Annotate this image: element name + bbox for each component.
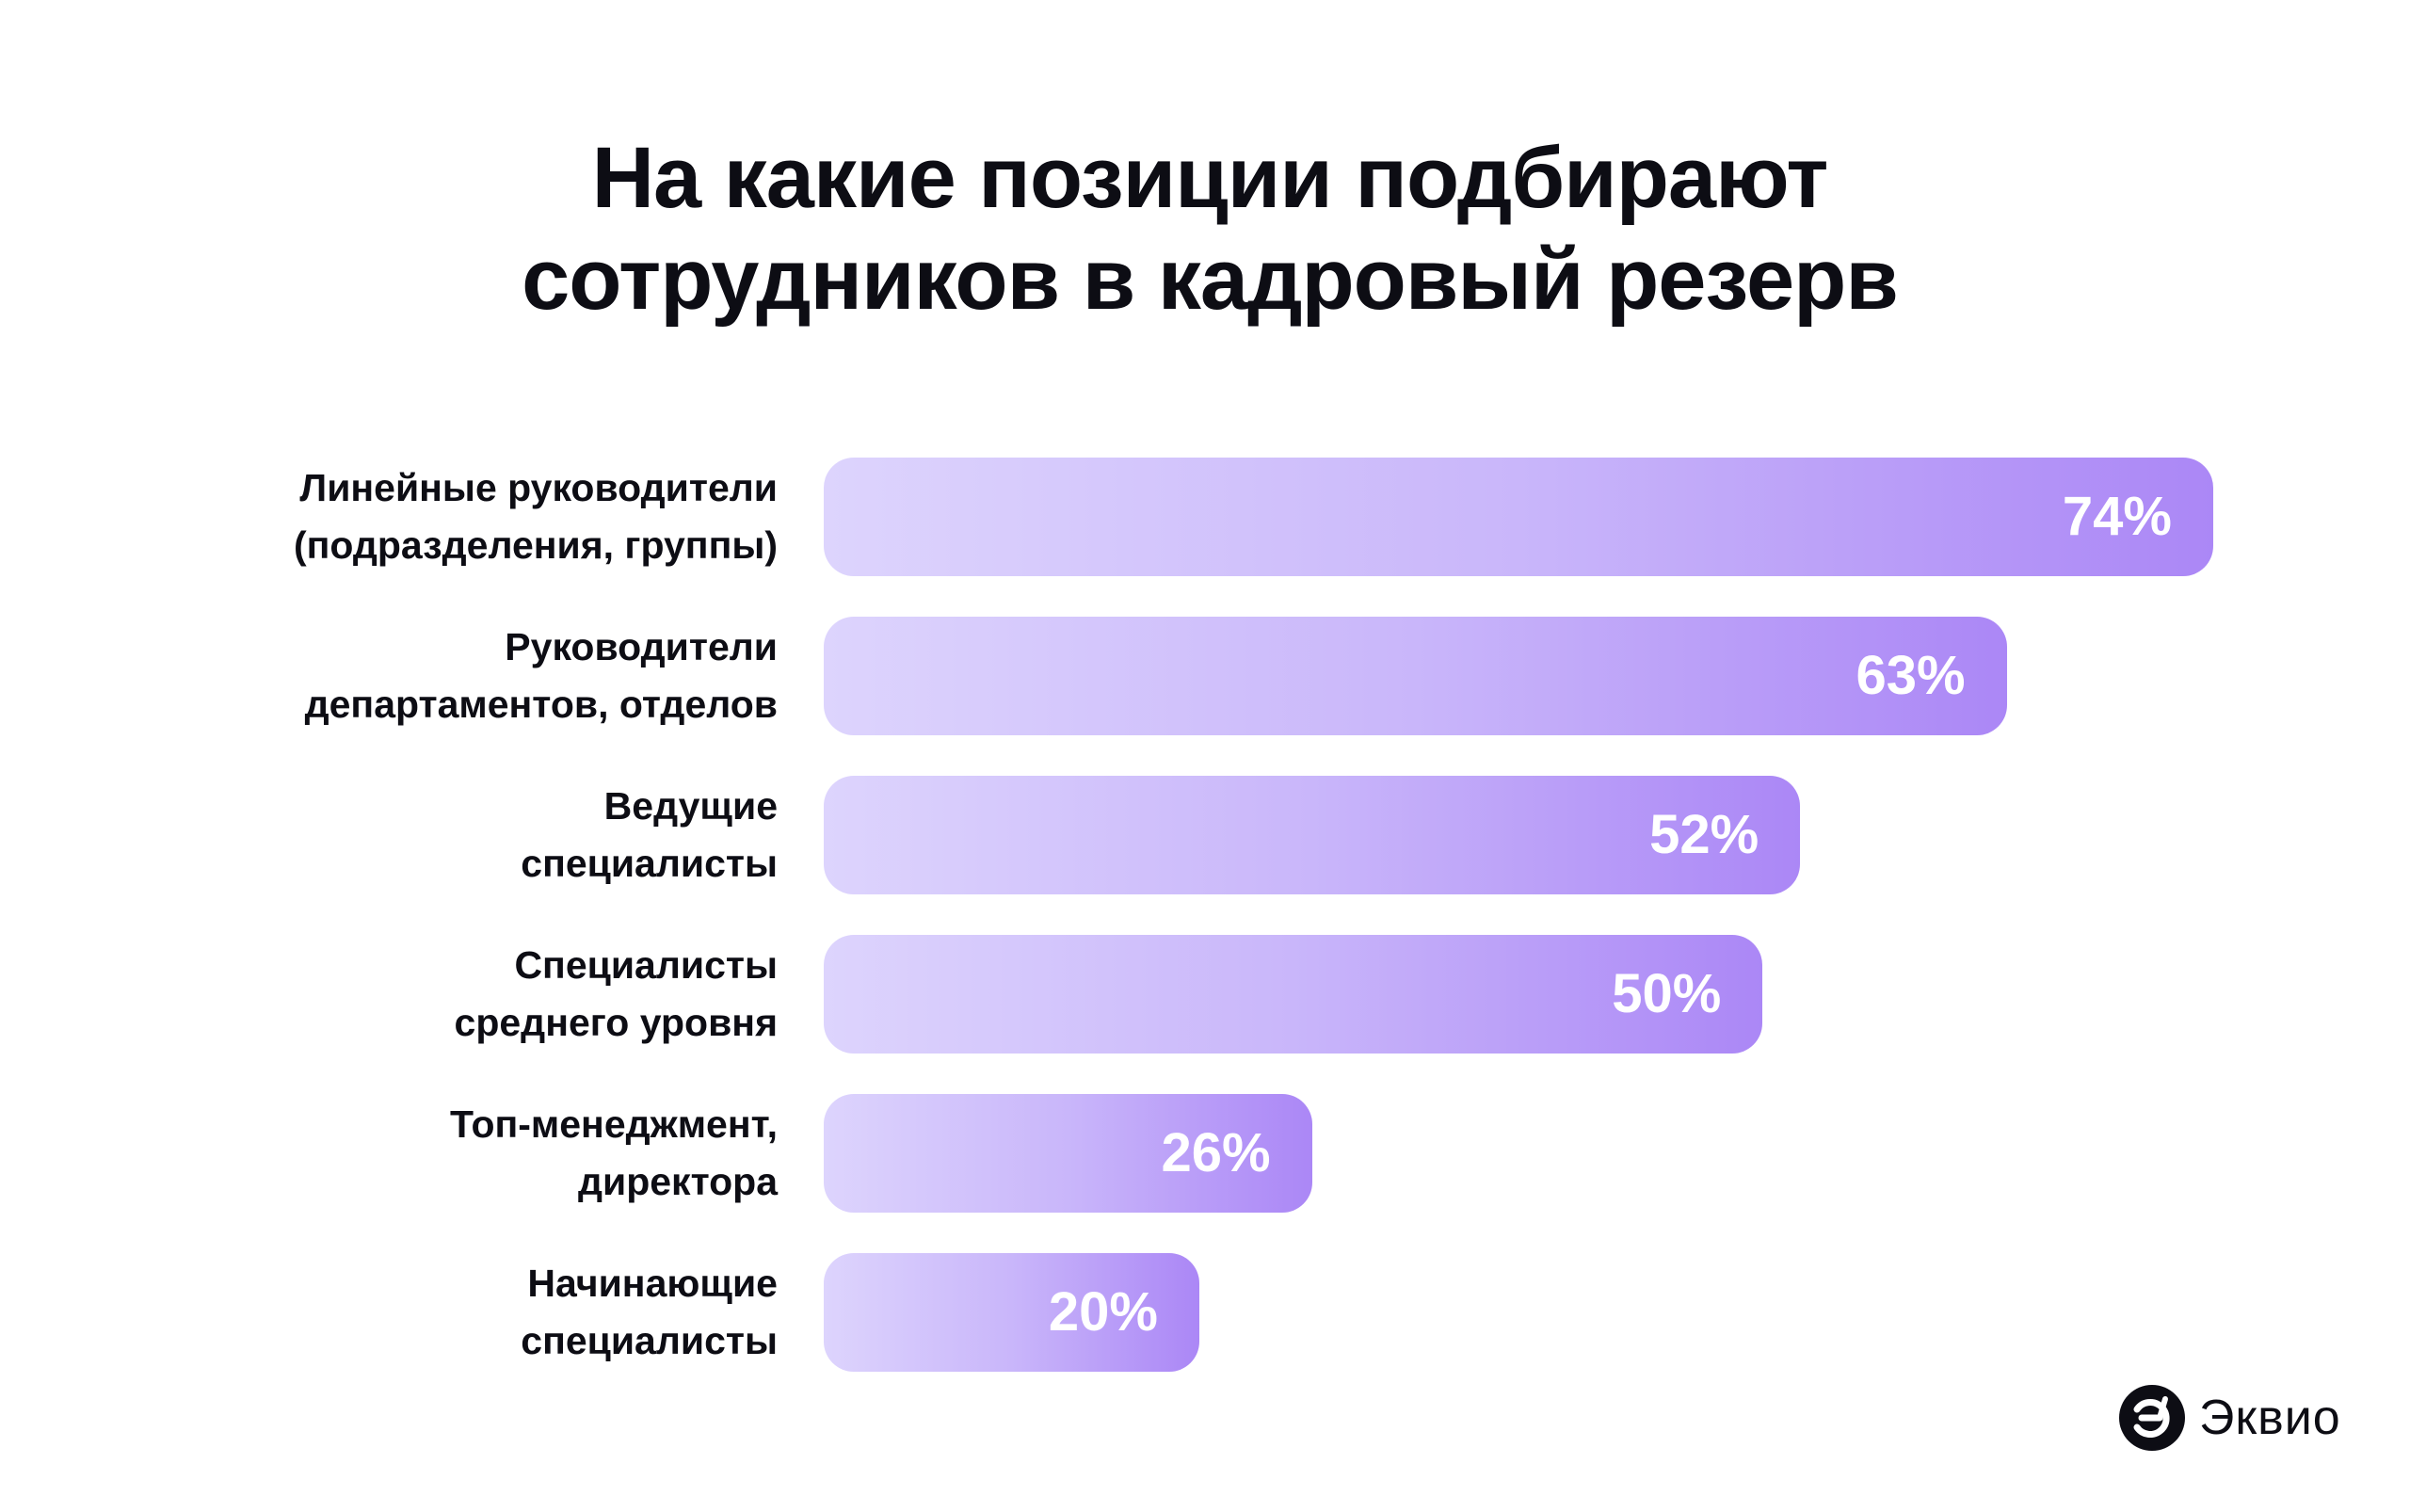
data-label: 52%	[1649, 804, 1759, 865]
ekvio-logo-icon	[2119, 1385, 2185, 1451]
data-label: 74%	[2062, 486, 2172, 547]
category-label: Специалисты среднего уровня	[119, 935, 778, 1054]
brand-logo: Эквио	[2118, 1384, 2341, 1452]
category-label: Начинающие специалисты	[119, 1253, 778, 1372]
category-label: Топ-менеджмент, директора	[119, 1094, 778, 1213]
chart-title: На какие позиции подбирают сотрудников в…	[0, 127, 2410, 330]
chart-title-line-2: сотрудников в кадровый резерв	[522, 232, 1899, 328]
category-label-line: Топ-менеджмент,	[450, 1102, 778, 1146]
category-label: Руководители департаментов, отделов	[119, 617, 778, 735]
category-label-line: (подразделения, группы)	[293, 523, 778, 567]
category-label-line: департаментов, отделов	[304, 683, 778, 726]
category-label-line: Руководители	[505, 625, 778, 668]
category-label-line: Специалисты	[514, 943, 778, 987]
category-label-line: Линейные руководители	[299, 466, 778, 509]
data-label: 20%	[1048, 1281, 1158, 1343]
category-label-line: директора	[577, 1160, 778, 1203]
category-label-line: Начинающие	[527, 1262, 778, 1305]
category-label: Линейные руководители (подразделения, гру…	[119, 458, 778, 576]
bar: 20%	[824, 1253, 1199, 1372]
bar: 50%	[824, 935, 1763, 1054]
category-label: Ведущие специалисты	[119, 776, 778, 894]
category-label-line: специалисты	[521, 842, 778, 885]
chart-title-line-1: На какие позиции подбирают	[591, 130, 1829, 226]
brand-name: Эквио	[2199, 1391, 2341, 1445]
category-label-line: среднего уровня	[454, 1001, 778, 1044]
category-label-line: специалисты	[521, 1319, 778, 1362]
bar: 74%	[824, 458, 2213, 576]
data-label: 26%	[1161, 1122, 1271, 1183]
data-label: 63%	[1856, 645, 1966, 706]
bar: 52%	[824, 776, 1801, 894]
bar: 26%	[824, 1094, 1312, 1213]
bar: 63%	[824, 617, 2007, 735]
data-label: 50%	[1612, 963, 1722, 1024]
category-label-line: Ведущие	[603, 784, 778, 828]
